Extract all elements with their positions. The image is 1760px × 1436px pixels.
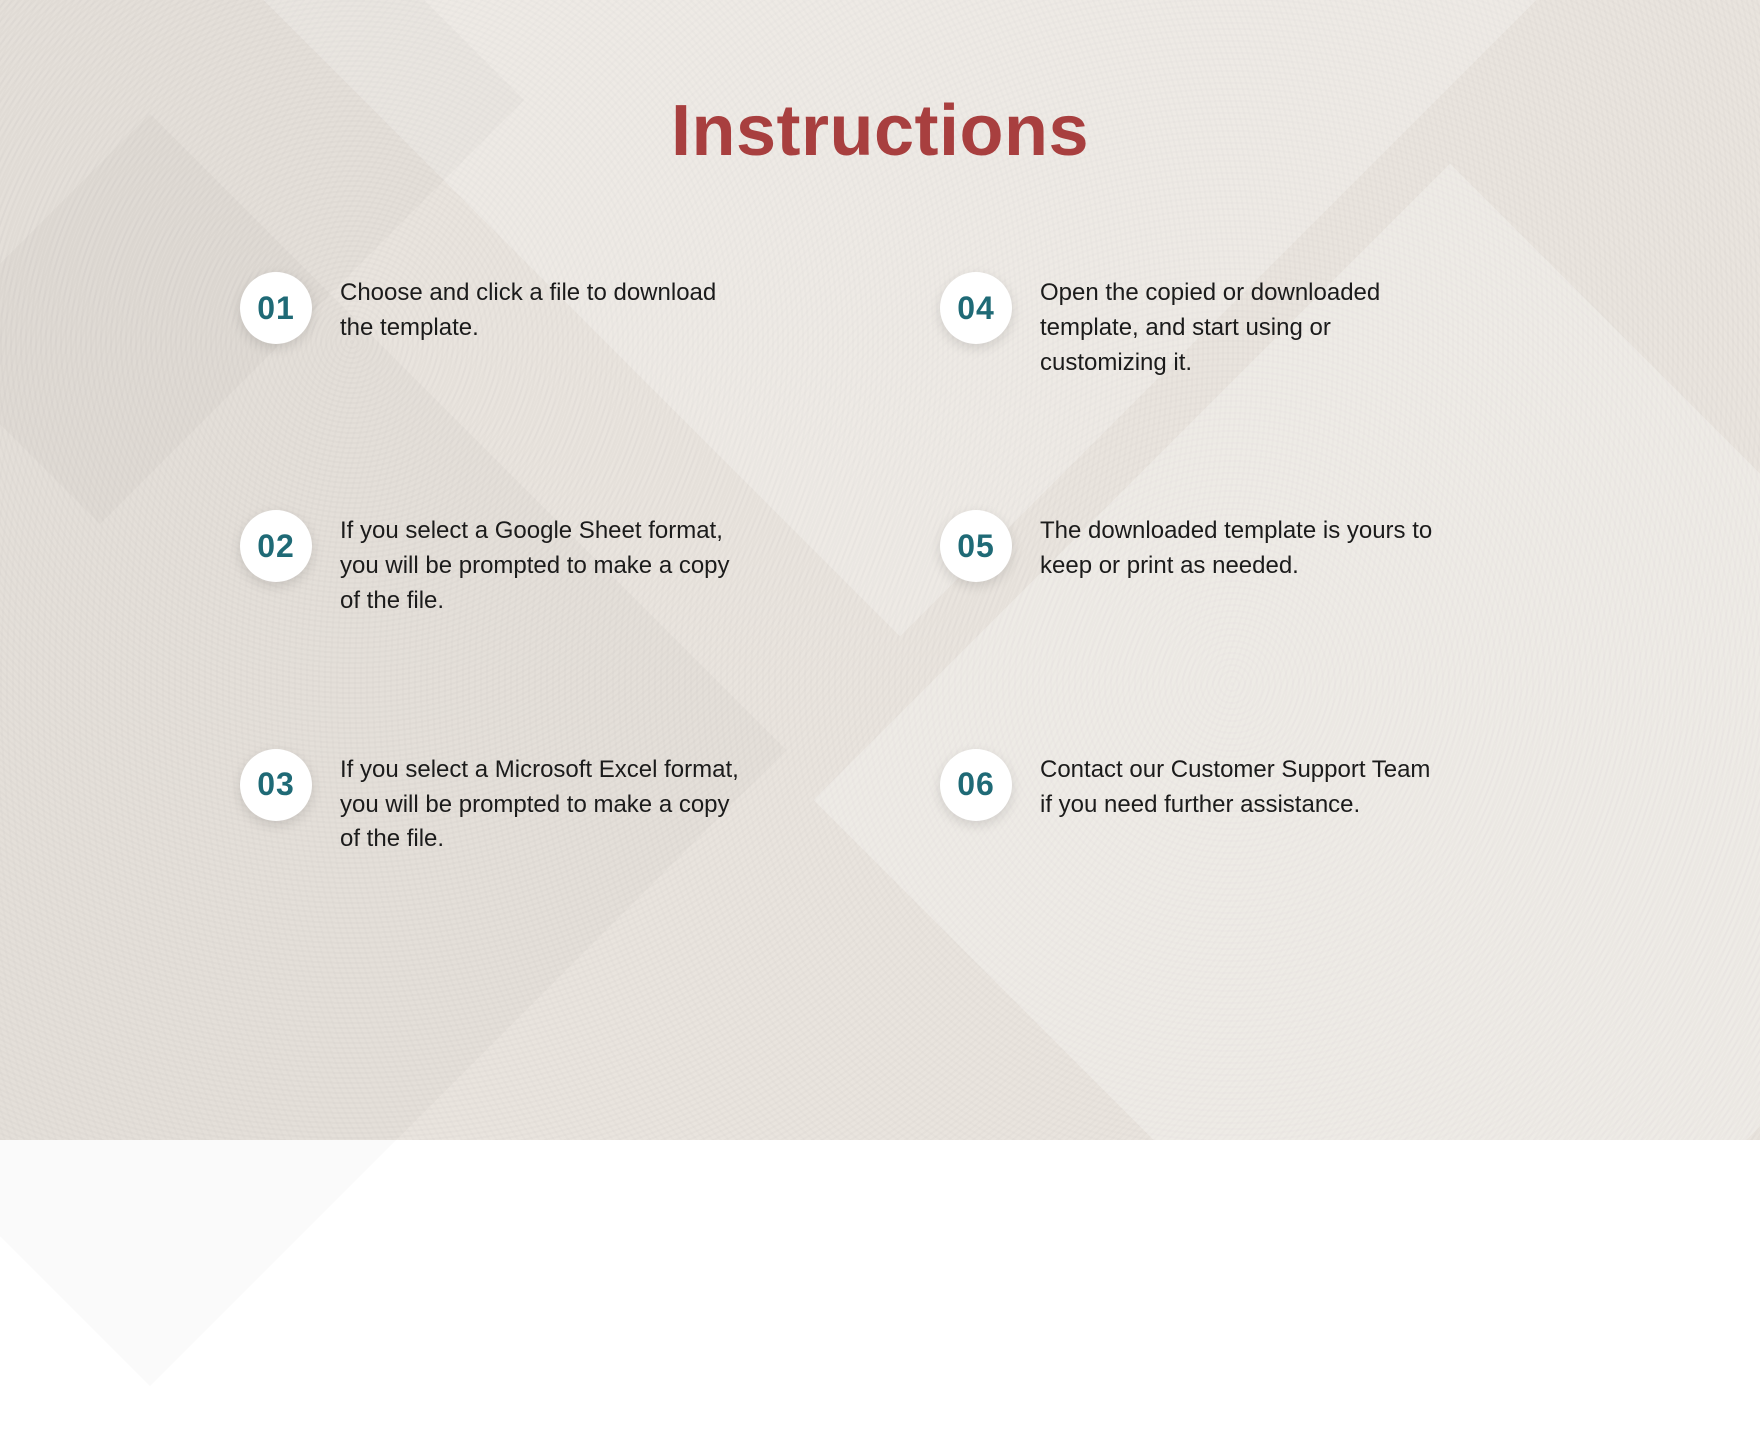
content-wrapper: Instructions 01 Choose and click a file … bbox=[0, 0, 1760, 1140]
step-number-badge: 05 bbox=[940, 510, 1012, 582]
step-number-badge: 02 bbox=[240, 510, 312, 582]
step-item: 05 The downloaded template is yours to k… bbox=[940, 510, 1520, 618]
step-number-badge: 06 bbox=[940, 749, 1012, 821]
step-item: 01 Choose and click a file to download t… bbox=[240, 272, 820, 380]
step-text: Open the copied or downloaded template, … bbox=[1040, 272, 1440, 380]
step-text: The downloaded template is yours to keep… bbox=[1040, 510, 1440, 584]
step-item: 04 Open the copied or downloaded templat… bbox=[940, 272, 1520, 380]
step-text: Choose and click a file to download the … bbox=[340, 272, 740, 346]
step-number-badge: 03 bbox=[240, 749, 312, 821]
step-text: Contact our Customer Support Team if you… bbox=[1040, 749, 1440, 823]
step-number-badge: 01 bbox=[240, 272, 312, 344]
step-item: 03 If you select a Microsoft Excel forma… bbox=[240, 749, 820, 857]
step-text: If you select a Microsoft Excel format, … bbox=[340, 749, 740, 857]
page-title: Instructions bbox=[240, 90, 1520, 172]
steps-grid: 01 Choose and click a file to download t… bbox=[240, 272, 1520, 857]
step-item: 06 Contact our Customer Support Team if … bbox=[940, 749, 1520, 857]
step-text: If you select a Google Sheet format, you… bbox=[340, 510, 740, 618]
step-item: 02 If you select a Google Sheet format, … bbox=[240, 510, 820, 618]
step-number-badge: 04 bbox=[940, 272, 1012, 344]
